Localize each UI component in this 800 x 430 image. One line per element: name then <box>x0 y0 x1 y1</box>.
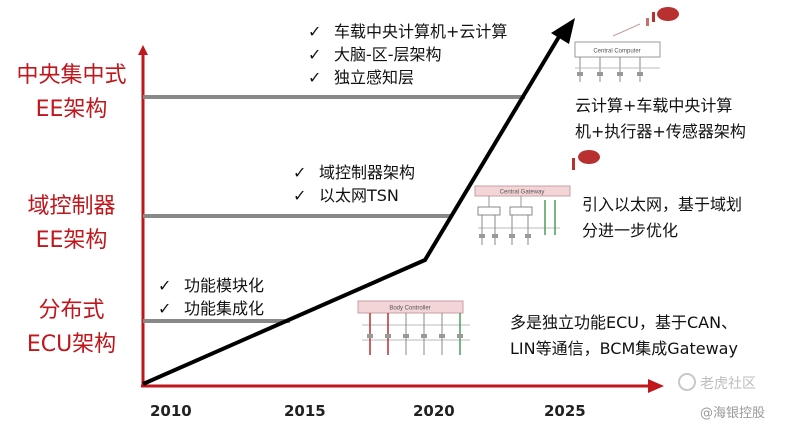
distributed-thumb-label: Body Controller <box>389 306 430 312</box>
year-label: 2025 <box>544 402 586 420</box>
watermark-primary-text: 老虎社区 <box>700 376 756 392</box>
stage-label-central: 中央集中式 EE架构 <box>4 59 139 127</box>
stage-label-line: ECU架构 <box>26 332 117 357</box>
domain-thumb-label: Central Gateway <box>500 190 545 196</box>
check-icon-item: 以太网TSN <box>293 184 415 207</box>
year-label: 2020 <box>413 402 455 420</box>
description-line: LIN等通信，BCM集成Gateway <box>510 339 738 358</box>
check-icon-item: 功能集成化 <box>158 297 264 320</box>
central-thumb-label: Central Computer <box>593 49 640 55</box>
stage-label-domain: 域控制器 EE架构 <box>4 190 139 258</box>
stage-label-distributed: 分布式 ECU架构 <box>4 294 139 362</box>
stage-label-line: 域控制器 <box>27 194 116 219</box>
stage-label-line: 中央集中式 <box>16 63 127 88</box>
description-line: 机+执行器+传感器架构 <box>575 122 746 141</box>
check-icon-item: 大脑-区-层架构 <box>308 43 507 66</box>
year-label: 2015 <box>284 402 326 420</box>
description-line: 多是独立功能ECU，基于CAN、 <box>510 313 738 332</box>
distributed-architecture-thumbnail: Body Controller <box>357 300 470 355</box>
central-description: 云计算+车载中央计算 机+执行器+传感器架构 <box>575 93 746 145</box>
central-bullets: 车载中央计算机+云计算 大脑-区-层架构 独立感知层 <box>308 20 507 89</box>
central-architecture-thumbnail: Central Computer <box>574 7 679 82</box>
check-icon-item: 车载中央计算机+云计算 <box>308 20 507 43</box>
cloud-icon <box>578 150 600 164</box>
distributed-description: 多是独立功能ECU，基于CAN、 LIN等通信，BCM集成Gateway <box>510 310 738 362</box>
domain-description: 引入以太网，基于域划 分进一步优化 <box>582 192 742 244</box>
check-icon-item: 域控制器架构 <box>293 161 415 184</box>
trend-line <box>142 33 562 386</box>
description-line: 分进一步优化 <box>582 221 679 240</box>
domain-bullets: 域控制器架构 以太网TSN <box>293 161 415 207</box>
x-axis-arrowhead <box>648 379 664 393</box>
stage-label-line: EE架构 <box>35 97 108 122</box>
stage-label-line: EE架构 <box>35 228 108 253</box>
watermark-secondary: @海银控股 <box>700 406 766 421</box>
description-line: 引入以太网，基于域划 <box>582 195 743 214</box>
cloud-icon <box>657 7 679 21</box>
distributed-bullets: 功能模块化 功能集成化 <box>158 274 264 320</box>
check-icon-item: 独立感知层 <box>308 66 507 89</box>
description-line: 云计算+车载中央计算 <box>575 96 733 115</box>
stage-label-line: 分布式 <box>38 298 105 323</box>
tiger-logo-icon <box>678 373 696 391</box>
trend-arrowhead <box>551 18 575 44</box>
domain-architecture-thumbnail: Central Gateway <box>474 150 600 245</box>
check-icon-item: 功能模块化 <box>158 274 264 297</box>
watermark-primary: 老虎社区 <box>678 373 756 393</box>
year-label: 2010 <box>150 402 192 420</box>
